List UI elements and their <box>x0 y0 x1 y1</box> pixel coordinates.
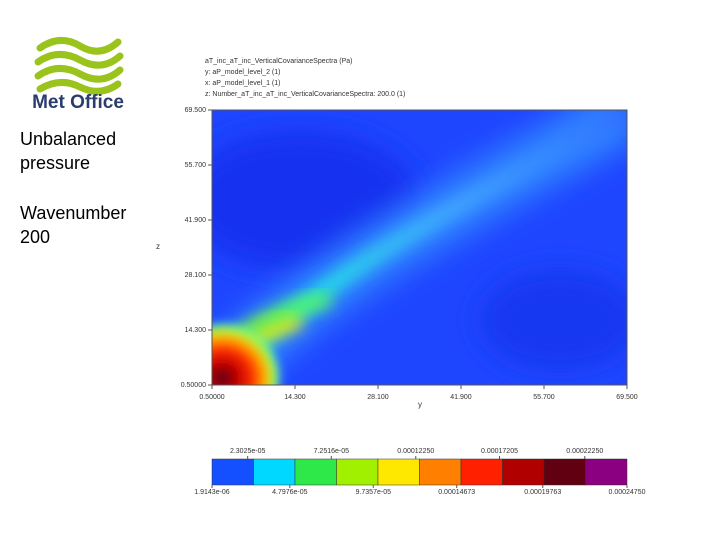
x-tick-label: 69.500 <box>616 394 638 401</box>
x-tick-label: 28.100 <box>367 394 389 401</box>
plot-frame <box>211 109 628 386</box>
colorbar-swatch <box>377 458 420 486</box>
colorbar-tick-label: 1.9143e-06 <box>194 489 230 496</box>
heatmap-field <box>212 110 627 385</box>
colorbar-swatch <box>336 458 379 486</box>
colorbar-tick-label: 0.00024750 <box>609 489 646 496</box>
colorbar-tick-label: 0.00019763 <box>524 489 561 496</box>
x-tick-label: 55.700 <box>533 394 555 401</box>
y-axis-label: z <box>156 242 160 251</box>
colorbar-tick-label: 0.00022250 <box>566 448 603 455</box>
colorbar-tick-label: 0.00014673 <box>438 489 475 496</box>
colorbar-swatch <box>294 458 337 486</box>
colorbar-swatch <box>253 458 296 486</box>
y-tick-label: 0.50000 <box>181 382 206 389</box>
colorbar-tick-label: 0.00012250 <box>397 448 434 455</box>
side-text: Wavenumber 200 <box>20 203 127 247</box>
colorbar-swatch <box>460 458 503 486</box>
axes: 0.50000 14.300 28.100 41.900 55.700 69.500 0.5… <box>181 107 646 496</box>
header-line: z: Number_aT_inc_aT_inc_VerticalCovarian… <box>205 91 405 98</box>
x-tick-label: 0.50000 <box>199 394 224 401</box>
side-text: Unbalanced pressure <box>20 129 117 173</box>
colorbar-swatch <box>419 458 462 486</box>
colorbar-swatch <box>211 458 254 486</box>
y-tick-label: 41.900 <box>185 217 207 224</box>
logo-text: Met Office <box>32 92 124 113</box>
header-line: x: aP_model_level_1 (1) <box>205 80 281 87</box>
y-tick-label: 14.300 <box>185 327 207 334</box>
y-tick-label: 28.100 <box>185 272 207 279</box>
x-tick-label: 41.900 <box>450 394 472 401</box>
colorbar-tick-label: 4.7976e-05 <box>272 489 308 496</box>
colorbar-swatch <box>543 458 586 486</box>
x-tick-label: 14.300 <box>284 394 306 401</box>
colorbar-tick-label: 2.3025e-05 <box>230 448 266 455</box>
colorbar-swatch <box>502 458 545 486</box>
colorbar-tick-label: 9.7357e-05 <box>356 489 392 496</box>
y-tick-label: 69.500 <box>185 107 207 114</box>
y-tick-label: 55.700 <box>185 162 207 169</box>
header-line: y: aP_model_level_2 (1) <box>205 69 281 76</box>
header-line: aT_inc_aT_inc_VerticalCovarianceSpectra … <box>205 58 352 65</box>
x-axis-label: y <box>418 400 422 409</box>
logo <box>34 37 124 95</box>
colorbar-swatch <box>585 458 628 486</box>
colorbar-tick-label: 0.00017205 <box>481 448 518 455</box>
colorbar-tick-label: 7.2516e-05 <box>314 448 350 455</box>
